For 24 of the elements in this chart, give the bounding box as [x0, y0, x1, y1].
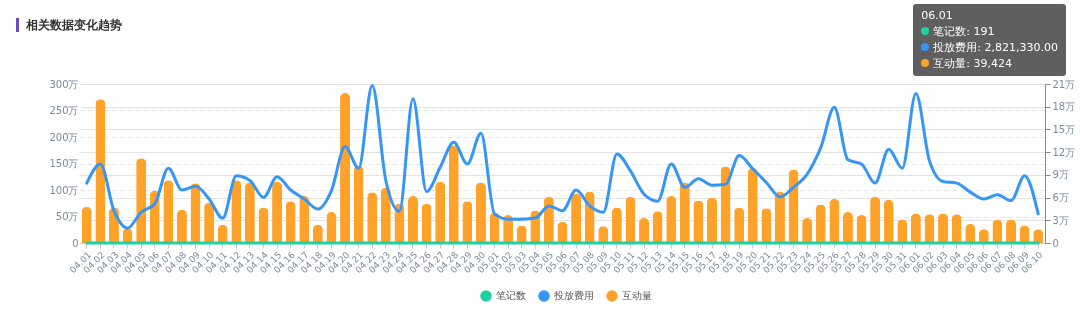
text: 投放费用: 2,821,330.00 [932, 40, 1058, 56]
y2-tick-label: 21万 [1052, 78, 1076, 90]
line-series [85, 84, 1040, 230]
y-tick-label: 250万 [49, 105, 79, 116]
y2-tick-label: 15万 [1052, 123, 1076, 135]
y2-tick-label: 12万 [1052, 146, 1076, 158]
y-tick-label: 0 [72, 237, 79, 249]
y-tick-label: 50万 [55, 211, 79, 222]
legend-label: 笔记数 [496, 290, 526, 301]
y-tick-label: 150万 [49, 158, 79, 169]
y2-tick-label: 0 [1052, 237, 1059, 249]
y2-tick-label: 3万 [1052, 214, 1069, 226]
y2-tick-label: 9万 [1052, 169, 1069, 181]
text: 06.01 [921, 8, 954, 24]
y2-tick-label: 6万 [1052, 192, 1069, 204]
text: 互动量: 39,424 [932, 56, 1013, 72]
y-tick-label: 100万 [49, 184, 79, 196]
chart-title: 相关数据变化趋势 [16, 18, 122, 32]
legend-label: 投放费用 [553, 290, 594, 301]
text: 笔记数: 191 [932, 24, 996, 40]
y-tick-label: 300万 [49, 78, 79, 90]
legend-label: 互动量 [622, 290, 652, 301]
y-tick-label: 200万 [49, 131, 79, 143]
y2-tick-label: 18万 [1052, 101, 1076, 113]
